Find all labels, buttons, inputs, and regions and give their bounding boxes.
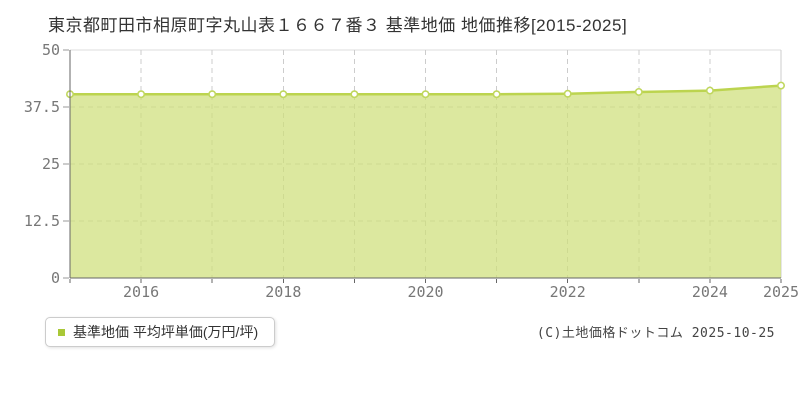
y-tick-label: 0 (51, 269, 60, 287)
data-point[interactable] (137, 90, 146, 99)
x-tick-label: 2016 (123, 283, 159, 301)
x-tick-label: 2024 (692, 283, 728, 301)
copyright-text: (C)土地価格ドットコム 2025-10-25 (536, 326, 775, 341)
data-point[interactable] (421, 90, 430, 99)
x-tick-label: 2025 (763, 283, 799, 301)
legend-label: 基準地価 平均坪単価(万円/坪) (73, 324, 259, 340)
y-tick-label: 25 (42, 155, 60, 173)
data-point[interactable] (705, 86, 714, 95)
legend-marker-icon (58, 328, 65, 336)
price-trend-chart[interactable]: 0 12.5 25 37.5 50 2016 2018 2020 2022 2024 2025 (0, 0, 800, 312)
data-point[interactable] (634, 87, 643, 96)
area-fill (70, 85, 781, 279)
y-tick-label: 50 (42, 41, 60, 59)
x-tick-label: 2022 (550, 283, 586, 301)
data-point[interactable] (350, 90, 359, 99)
y-tick-label: 12.5 (24, 212, 60, 230)
data-point[interactable] (776, 81, 785, 90)
data-point[interactable] (492, 90, 501, 99)
page-title: 東京都町田市相原町字丸山表１６６７番３ 基準地価 地価推移[2015-2025] (48, 16, 628, 35)
x-tick-label: 2018 (265, 283, 301, 301)
legend: 基準地価 平均坪単価(万円/坪) (45, 317, 276, 347)
data-point[interactable] (279, 90, 288, 99)
data-point[interactable] (208, 90, 217, 99)
y-tick-label: 37.5 (24, 98, 60, 116)
data-point[interactable] (563, 89, 572, 98)
x-tick-label: 2020 (407, 283, 443, 301)
